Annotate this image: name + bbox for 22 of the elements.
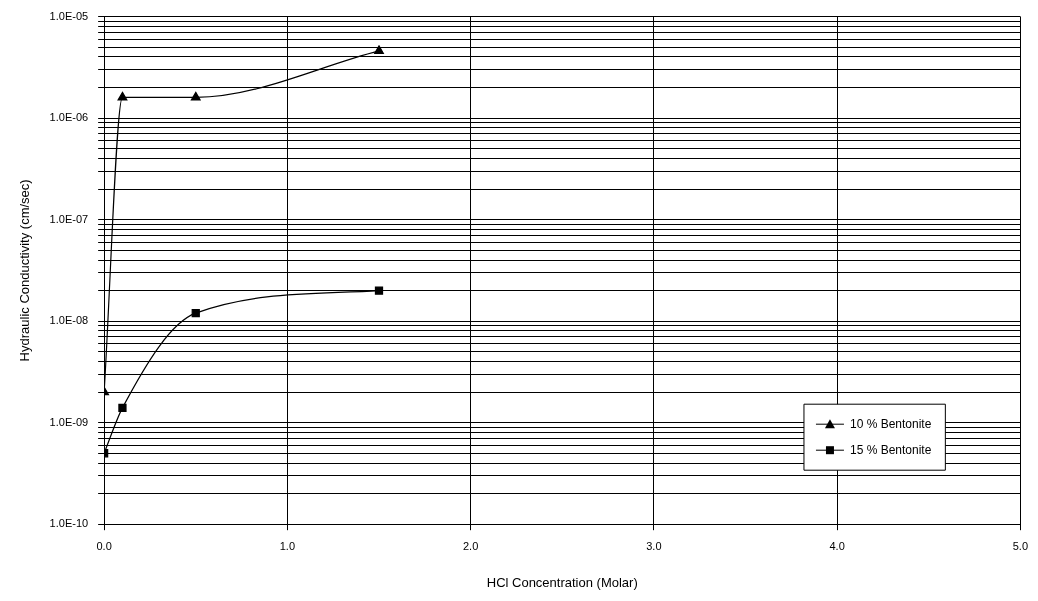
point xyxy=(374,45,384,54)
legend-label: 15 % Bentonite xyxy=(849,442,932,457)
y-tick-label: 1.0E-10 xyxy=(49,517,89,530)
y-axis-title: Hydraulic Conductivity (cm/sec) xyxy=(17,179,33,362)
x-axis-title: HCl Concentration (Molar) xyxy=(486,574,638,590)
y-tick-label: 1.0E-08 xyxy=(49,314,89,327)
x-tick-label: 4.0 xyxy=(829,539,845,552)
x-tick-label: 2.0 xyxy=(462,539,479,552)
y-tick-label: 1.0E-07 xyxy=(49,212,89,225)
point xyxy=(191,308,200,318)
point xyxy=(117,91,128,101)
point xyxy=(374,286,384,295)
x-tick-label: 1.0 xyxy=(279,539,296,552)
x-tick-label: 5.0 xyxy=(1012,539,1028,552)
y-tick-label: 1.0E-06 xyxy=(49,111,89,124)
y-tick-label: 1.0E-05 xyxy=(49,9,89,22)
legend-label: 10 % Bentonite xyxy=(849,416,932,431)
y-tick-label: 1.0E-09 xyxy=(49,415,89,428)
x-tick-label: 3.0 xyxy=(646,539,662,552)
point xyxy=(118,403,127,412)
point xyxy=(190,91,201,101)
x-tick-label: 0.0 xyxy=(96,539,112,552)
